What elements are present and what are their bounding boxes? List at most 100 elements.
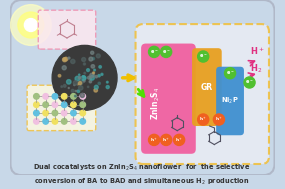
Circle shape: [25, 19, 37, 32]
Circle shape: [78, 81, 82, 85]
Circle shape: [63, 58, 66, 61]
Circle shape: [11, 5, 51, 45]
Text: Ni$_2$P: Ni$_2$P: [221, 96, 239, 106]
Circle shape: [82, 76, 84, 78]
FancyBboxPatch shape: [11, 0, 274, 175]
Circle shape: [98, 74, 100, 77]
Circle shape: [78, 84, 79, 85]
Circle shape: [91, 51, 94, 54]
Circle shape: [92, 57, 95, 60]
FancyBboxPatch shape: [192, 48, 222, 126]
Circle shape: [62, 102, 67, 108]
Text: h$^+$: h$^+$: [162, 136, 170, 144]
Circle shape: [80, 93, 84, 98]
Circle shape: [95, 75, 97, 78]
Circle shape: [78, 77, 81, 79]
Circle shape: [94, 88, 97, 92]
Circle shape: [63, 84, 66, 87]
Text: h$^+$: h$^+$: [175, 136, 183, 144]
FancyBboxPatch shape: [27, 85, 96, 131]
Circle shape: [87, 76, 91, 79]
Circle shape: [79, 74, 80, 75]
Circle shape: [82, 76, 86, 80]
Circle shape: [89, 80, 91, 83]
Circle shape: [62, 58, 67, 62]
Circle shape: [87, 86, 89, 88]
Circle shape: [148, 46, 160, 57]
Circle shape: [61, 86, 62, 88]
Circle shape: [43, 94, 48, 99]
Text: ZnIn$_2$S$_4$: ZnIn$_2$S$_4$: [150, 86, 162, 120]
Circle shape: [96, 54, 100, 58]
Circle shape: [52, 45, 117, 110]
Circle shape: [34, 102, 39, 108]
Circle shape: [34, 94, 39, 99]
Circle shape: [83, 80, 85, 82]
Circle shape: [148, 134, 160, 146]
Circle shape: [99, 66, 101, 68]
FancyBboxPatch shape: [136, 24, 269, 164]
Circle shape: [84, 63, 86, 65]
Circle shape: [52, 102, 58, 108]
Circle shape: [77, 90, 80, 92]
FancyBboxPatch shape: [38, 10, 96, 49]
Circle shape: [34, 119, 39, 124]
Text: h$^+$: h$^+$: [215, 116, 223, 123]
Text: e$^-$: e$^-$: [150, 48, 158, 56]
Circle shape: [43, 110, 48, 116]
Text: e$^-$: e$^-$: [162, 48, 170, 56]
Circle shape: [80, 110, 86, 116]
Circle shape: [94, 69, 95, 71]
Circle shape: [71, 102, 76, 108]
Text: Dual cocatalysts on ZnIn$_2$S$_4$ nanoflower  for  the selective
conversion of B: Dual cocatalysts on ZnIn$_2$S$_4$ nanofl…: [33, 163, 251, 187]
Text: e$^-$: e$^-$: [245, 79, 254, 86]
Text: H$_2$: H$_2$: [249, 62, 262, 75]
Circle shape: [34, 110, 39, 116]
Text: e$^-$: e$^-$: [226, 69, 234, 77]
Text: GR: GR: [201, 83, 213, 92]
Circle shape: [71, 110, 76, 116]
Circle shape: [71, 119, 76, 124]
Text: h$^+$: h$^+$: [199, 116, 207, 123]
Circle shape: [225, 68, 236, 79]
Circle shape: [244, 77, 255, 88]
Circle shape: [78, 86, 83, 90]
FancyBboxPatch shape: [216, 67, 244, 135]
Circle shape: [93, 73, 94, 74]
Circle shape: [79, 81, 83, 85]
Circle shape: [82, 57, 86, 61]
Circle shape: [160, 134, 172, 146]
Circle shape: [89, 57, 93, 61]
Circle shape: [93, 72, 95, 74]
Circle shape: [71, 89, 74, 92]
Circle shape: [64, 57, 68, 61]
Circle shape: [79, 77, 83, 81]
Circle shape: [43, 102, 48, 108]
Circle shape: [74, 84, 75, 86]
Circle shape: [52, 110, 58, 116]
Circle shape: [90, 76, 94, 80]
Circle shape: [80, 102, 86, 108]
Circle shape: [92, 74, 94, 77]
Circle shape: [91, 65, 95, 68]
Circle shape: [82, 76, 86, 80]
Circle shape: [82, 79, 84, 80]
Circle shape: [62, 94, 67, 99]
Circle shape: [90, 78, 91, 80]
Circle shape: [66, 80, 71, 84]
Text: H$^+$: H$^+$: [249, 45, 264, 57]
Circle shape: [73, 81, 78, 85]
Circle shape: [84, 72, 86, 74]
Circle shape: [80, 119, 86, 124]
Circle shape: [198, 114, 209, 125]
Circle shape: [174, 134, 185, 146]
Circle shape: [101, 73, 103, 75]
Circle shape: [80, 94, 86, 99]
Circle shape: [75, 95, 76, 97]
Circle shape: [90, 73, 94, 77]
Circle shape: [18, 12, 44, 38]
Circle shape: [62, 119, 67, 124]
Circle shape: [98, 82, 100, 84]
Text: h$^+$: h$^+$: [150, 136, 158, 144]
Circle shape: [68, 57, 70, 59]
